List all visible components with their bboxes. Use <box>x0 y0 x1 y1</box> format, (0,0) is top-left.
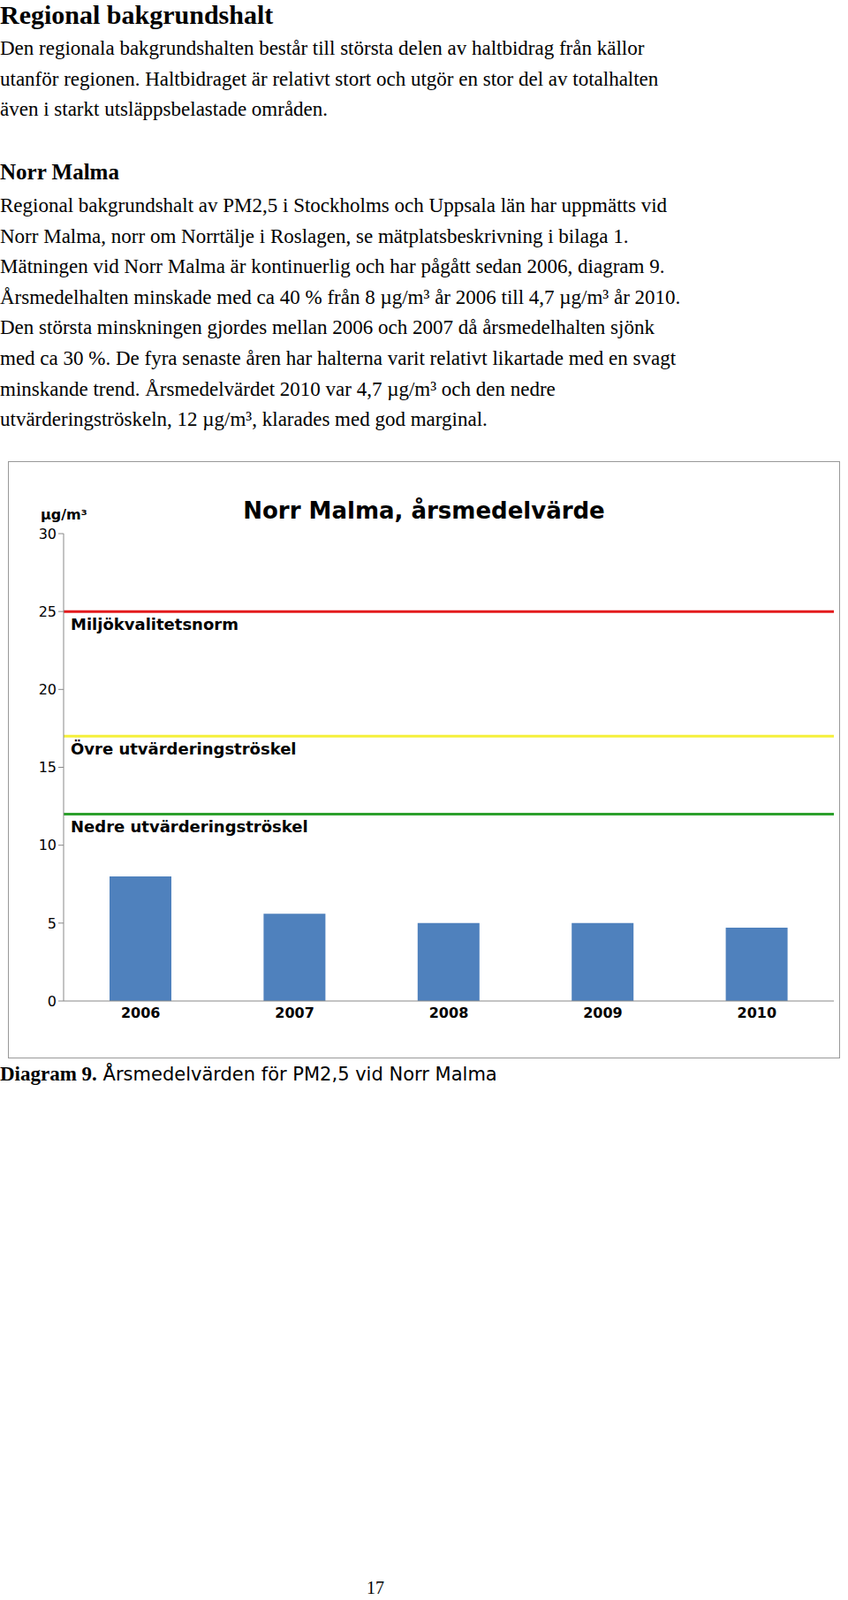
html-text:Regional bakgrundshalt av PM2,: Regional bakgrundshalt av PM2,5 i Stockh… <box>0 194 668 217</box>
svg-text:20: 20 <box>38 681 57 698</box>
html-text:även i starkt utsläppsbelastad: även i starkt utsläppsbelastade områden. <box>0 98 328 121</box>
html-text:Diagram 9. Årsmedelvärden för: Diagram 9. Årsmedelvärden för PM2,5 vid … <box>0 1062 498 1085</box>
svg-text:Övre utvärderingströskel: Övre utvärderingströskel <box>70 739 297 758</box>
html-text:Den regionala bakgrundshalten: Den regionala bakgrundshalten består til… <box>0 37 645 60</box>
svg-text:25: 25 <box>38 603 57 621</box>
svg-text:2010: 2010 <box>737 1004 778 1022</box>
svg-text:0: 0 <box>47 992 57 1010</box>
html-text:med ca 30 %. De fyra senaste å: med ca 30 %. De fyra senaste åren har ha… <box>0 347 676 370</box>
html-text:Regional bakgrundshalt: Regional bakgrundshalt <box>0 0 274 30</box>
svg-text:10: 10 <box>38 836 57 854</box>
html-text:Norr Malma, årsmedelvärde: Norr Malma, årsmedelvärde <box>243 497 605 524</box>
html-text:Norr Malma, norr om Norrtälje: Norr Malma, norr om Norrtälje i Roslagen… <box>0 224 629 247</box>
html-text:Årsmedelhalten minskade med ca: Årsmedelhalten minskade med ca 40 % från… <box>0 286 681 309</box>
html-text:Mätningen vid Norr Malma är ko: Mätningen vid Norr Malma är kontinuerlig… <box>0 255 665 278</box>
svg-text:Nedre utvärderingströskel: Nedre utvärderingströskel <box>70 817 309 836</box>
html-text:Den största minskningen gjorde: Den största minskningen gjordes mellan 2… <box>0 316 655 339</box>
html-text:17: 17 <box>366 1577 385 1598</box>
html-text:µg/m³: µg/m³ <box>40 506 88 523</box>
svg-text:2009: 2009 <box>583 1004 623 1022</box>
html-text:Norr Malma: Norr Malma <box>0 159 120 184</box>
svg-text:2006: 2006 <box>121 1004 161 1022</box>
svg-text:5: 5 <box>47 915 57 932</box>
svg-text:Miljökvalitetsnorm: Miljökvalitetsnorm <box>70 614 239 634</box>
svg-text:30: 30 <box>38 525 57 543</box>
svg-text:2008: 2008 <box>429 1004 470 1022</box>
svg-text:15: 15 <box>38 758 57 776</box>
html-text:minskande trend. Årsmedelvärde: minskande trend. Årsmedelvärdet 2010 var… <box>0 377 556 400</box>
svg-text:2007: 2007 <box>274 1004 315 1022</box>
html-text:utanför regionen. Haltbidraget: utanför regionen. Haltbidraget är relati… <box>0 67 659 90</box>
html-text:utvärderingströskeln, 12 µg/m³: utvärderingströskeln, 12 µg/m³, klarades… <box>0 408 488 431</box>
